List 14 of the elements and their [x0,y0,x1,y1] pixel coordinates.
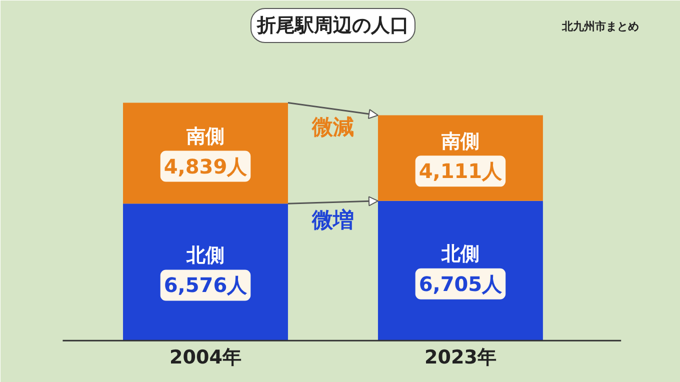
chart-title: 折尾駅周辺の人口 [256,14,409,36]
series-label: 南側 [440,130,480,152]
text: 南側 [186,126,224,148]
series-label: 北側 [185,244,224,266]
data-label: 4,839人 [164,154,248,178]
x-tick-label: 2004年 [170,346,242,368]
data-label: 4,111人 [418,159,504,184]
x-tick-label: 2023年 [424,346,496,368]
text: 北九州市まとめ [561,20,640,34]
text: 北側 [441,243,480,266]
annotation: 微減 [310,114,354,139]
annotation: 微増 [310,208,354,232]
data-label: 6,576人 [164,273,248,298]
data-label: 6,705人 [418,272,504,296]
